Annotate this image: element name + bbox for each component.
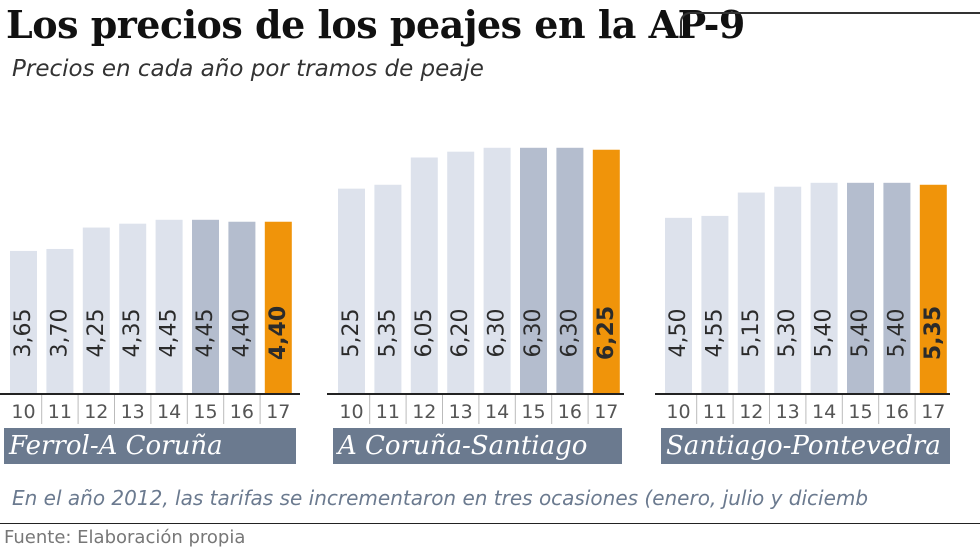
source-credit: Fuente: Elaboración propia — [4, 527, 246, 548]
value-label-3-14: 5,40 — [812, 309, 837, 358]
value-label-2-12: 6,05 — [412, 309, 437, 358]
footer-divider — [0, 523, 980, 524]
value-label-1-10: 3,65 — [11, 309, 36, 358]
year-tick-1-13: 13 — [121, 401, 145, 423]
year-tick-2-14: 14 — [485, 401, 509, 423]
year-tick-3-15: 15 — [848, 401, 872, 423]
bar-1-17 — [264, 221, 292, 393]
bar-1-11 — [46, 248, 74, 393]
value-label-3-16: 5,40 — [884, 309, 909, 358]
bar-3-16 — [883, 182, 911, 393]
year-tick-1-11: 11 — [48, 401, 72, 423]
bar-1-13 — [119, 223, 147, 393]
year-tick-3-11: 11 — [703, 401, 727, 423]
bar-2-10 — [338, 188, 365, 393]
year-tick-1-12: 12 — [84, 401, 108, 423]
bar-3-12 — [737, 192, 765, 393]
value-label-3-15: 5,40 — [848, 309, 873, 358]
year-tick-3-16: 16 — [885, 401, 909, 423]
year-tick-1-14: 14 — [157, 401, 181, 423]
value-label-2-11: 5,35 — [375, 309, 400, 358]
year-tick-1-17: 17 — [266, 401, 290, 423]
chart-title: Los precios de los peajes en la AP-9 — [6, 2, 745, 47]
bar-2-11 — [374, 184, 402, 393]
value-label-1-15: 4,45 — [193, 309, 218, 358]
value-label-3-10: 4,50 — [666, 309, 691, 358]
value-label-3-11: 4,55 — [702, 309, 727, 358]
year-tick-2-17: 17 — [594, 401, 618, 423]
year-tick-2-11: 11 — [376, 401, 400, 423]
value-label-2-13: 6,20 — [448, 309, 473, 358]
year-tick-2-10: 10 — [339, 401, 363, 423]
group-label-ferrol-a-coruna: Ferrol-A Coruña — [4, 428, 296, 464]
year-tick-2-15: 15 — [521, 401, 545, 423]
year-tick-1-16: 16 — [230, 401, 254, 423]
chart-subtitle: Precios en cada año por tramos de peaje — [12, 56, 484, 82]
year-tick-3-14: 14 — [812, 401, 836, 423]
bar-2-17 — [592, 149, 620, 393]
year-tick-3-17: 17 — [921, 401, 945, 423]
year-tick-3-12: 12 — [739, 401, 763, 423]
bar-1-15 — [192, 219, 219, 393]
bar-2-15 — [520, 147, 547, 393]
value-label-1-12: 4,25 — [84, 309, 109, 358]
bar-2-12 — [410, 157, 438, 393]
value-label-3-12: 5,15 — [739, 309, 764, 358]
year-tick-1-10: 10 — [11, 401, 35, 423]
title-decoration-line — [680, 12, 980, 36]
value-label-3-17: 5,35 — [921, 306, 946, 360]
bar-2-16 — [556, 147, 584, 393]
bar-2-13 — [447, 151, 475, 393]
bar-1-10 — [10, 250, 37, 393]
year-tick-3-10: 10 — [666, 401, 690, 423]
bar-3-10 — [665, 217, 692, 393]
value-label-1-14: 4,45 — [157, 309, 182, 358]
year-tick-1-15: 15 — [193, 401, 217, 423]
year-tick-3-13: 13 — [776, 401, 800, 423]
bar-3-14 — [810, 182, 838, 393]
group-label-a-coruna-santiago: A Coruña-Santiago — [333, 428, 622, 464]
bar-3-17 — [919, 184, 947, 393]
value-label-2-14: 6,30 — [485, 309, 510, 358]
bar-1-14 — [155, 219, 183, 393]
value-label-2-10: 5,25 — [339, 309, 364, 358]
bar-2-14 — [483, 147, 511, 393]
bar-3-15 — [847, 182, 874, 393]
value-label-2-16: 6,30 — [557, 309, 582, 358]
value-label-2-15: 6,30 — [521, 309, 546, 358]
bar-1-12 — [82, 227, 110, 393]
value-label-2-17: 6,25 — [594, 306, 619, 360]
value-label-1-16: 4,40 — [229, 309, 254, 358]
bar-3-13 — [774, 186, 802, 393]
year-tick-2-12: 12 — [412, 401, 436, 423]
value-label-3-13: 5,30 — [775, 309, 800, 358]
value-label-1-13: 4,35 — [120, 309, 145, 358]
footnote: En el año 2012, las tarifas se increment… — [12, 486, 869, 510]
year-tick-2-13: 13 — [449, 401, 473, 423]
value-label-1-17: 4,40 — [266, 306, 291, 360]
bar-3-11 — [701, 215, 729, 393]
value-label-1-11: 3,70 — [47, 309, 72, 358]
group-label-santiago-pontevedra: Santiago-Pontevedra — [661, 428, 950, 464]
bar-1-16 — [228, 221, 256, 393]
year-tick-2-16: 16 — [558, 401, 582, 423]
bar-chart: 3,65 10 3,70 11 4,25 12 4,35 13 4,45 14 4,45 15 4,40… — [0, 147, 950, 424]
